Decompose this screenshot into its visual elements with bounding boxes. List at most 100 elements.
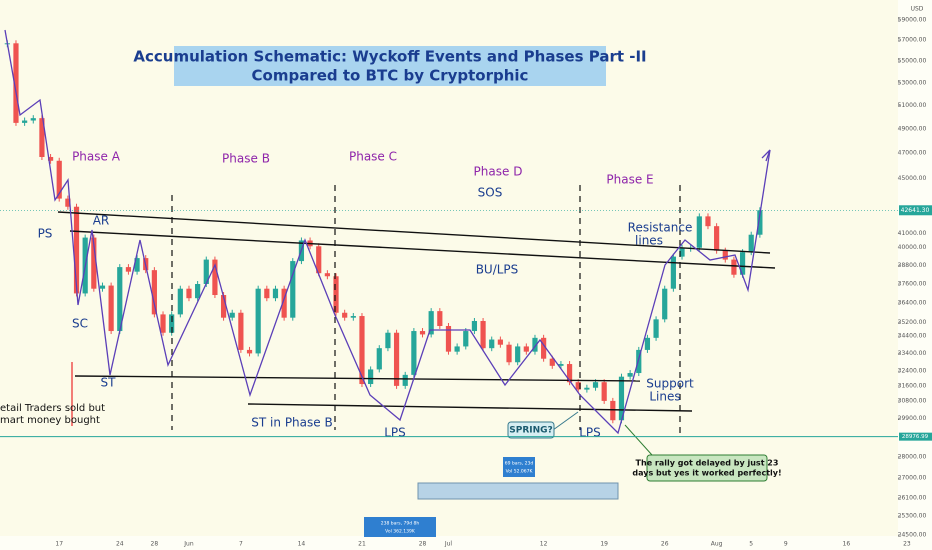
candle (56, 160, 62, 199)
candle (541, 337, 547, 359)
candle (497, 339, 503, 345)
candle (558, 364, 564, 366)
candle (662, 288, 668, 320)
chart-title: Accumulation Schematic: Wyckoff Events a… (133, 48, 646, 66)
x-tick-label: 28 (419, 541, 427, 548)
candle (679, 247, 685, 257)
range-text: 238 bars, 79d 8h (381, 521, 420, 527)
resistance-line (69, 230, 776, 269)
note: SPRING? (509, 426, 553, 436)
note: mart money bought (0, 415, 100, 426)
candle (515, 346, 521, 363)
candle (290, 261, 296, 318)
y-tick-label: 34400.00 (898, 333, 927, 340)
candle (281, 288, 287, 318)
x-tick-label: 26 (661, 541, 669, 548)
event-label: SOS (478, 186, 503, 200)
candle (324, 273, 330, 277)
candle (333, 276, 339, 313)
range-text: 69 bars, 23d (505, 461, 534, 467)
event-label: Support (646, 377, 694, 391)
candle (506, 344, 512, 363)
x-tick-label: 21 (358, 541, 366, 548)
callout-line (624, 424, 653, 456)
candle (489, 339, 495, 349)
resistance-line (57, 211, 771, 254)
y-tick-label: 59000.00 (898, 17, 927, 24)
x-tick-label: 23 (903, 541, 911, 548)
y-tick-label: 29900.00 (898, 415, 927, 422)
candle (91, 237, 97, 289)
candle (186, 288, 192, 299)
y-tick-label: 32400.00 (898, 368, 927, 375)
candle (73, 206, 80, 294)
candle (601, 382, 607, 401)
y-tick-label: 51000.00 (898, 102, 927, 109)
candle (705, 216, 711, 227)
candle (636, 349, 642, 374)
x-tick-label: 5 (749, 541, 753, 548)
y-tick-label: 57000.00 (898, 37, 927, 44)
candle (220, 295, 227, 318)
candles (4, 40, 763, 424)
event-label: BU/LPS (476, 263, 519, 277)
candle (134, 258, 140, 272)
annotation-lines (4, 29, 776, 456)
event-label: PS (38, 227, 53, 241)
x-tick-label: 17 (55, 541, 63, 548)
candle (411, 331, 417, 375)
candle (653, 319, 659, 338)
schematic-path (4, 29, 771, 435)
candle (376, 348, 382, 370)
y-tick-label: 27000.00 (898, 475, 927, 482)
candle (255, 288, 261, 354)
candle (65, 198, 71, 207)
candle (402, 374, 408, 386)
x-tick-label: 14 (298, 541, 306, 548)
candle (523, 346, 529, 352)
candle (696, 216, 702, 248)
y-tick-label: 24500.00 (898, 532, 927, 539)
event-label: ST (101, 376, 117, 390)
y-tick-label: 26100.00 (898, 494, 927, 501)
candle (47, 156, 54, 161)
candle (368, 369, 374, 385)
x-tick-label: 16 (843, 541, 851, 548)
candle (739, 252, 746, 275)
y-tick-label: 45000.00 (898, 175, 927, 182)
y-tick-label: 33400.00 (898, 350, 927, 357)
candle (618, 376, 625, 421)
candle (644, 337, 651, 350)
candle (610, 400, 616, 421)
level-label: 28976.99 (902, 434, 929, 440)
support-line (74, 375, 641, 382)
y-tick-label: 25300.00 (898, 513, 927, 520)
y-tick-label: 49000.00 (898, 125, 927, 132)
event-label: LPS (579, 426, 601, 440)
y-tick-label: 55000.00 (898, 58, 927, 65)
candle (117, 267, 123, 332)
phase-label: Phase C (349, 150, 397, 164)
candle (670, 256, 676, 289)
y-tick-label: 53000.00 (898, 79, 927, 86)
x-tick-label: 24 (116, 541, 124, 548)
candle (393, 332, 400, 386)
phase-label: Phase D (474, 165, 523, 179)
title-box (174, 46, 606, 86)
candle (359, 316, 365, 385)
candle (722, 250, 728, 260)
event-label: lines (635, 234, 663, 248)
candle (437, 311, 443, 326)
x-tick-label: 12 (540, 541, 548, 548)
candle (13, 43, 19, 123)
price-axis (898, 0, 932, 550)
candle (454, 346, 460, 352)
event-label: Lines (649, 390, 680, 404)
candle (627, 373, 633, 377)
note: days but yes it worked perfectly! (632, 469, 781, 478)
y-tick-label: 30800.00 (898, 397, 927, 404)
y-tick-label: 31600.00 (898, 382, 927, 389)
candle (212, 259, 218, 296)
phase-label: Phase E (606, 173, 653, 187)
